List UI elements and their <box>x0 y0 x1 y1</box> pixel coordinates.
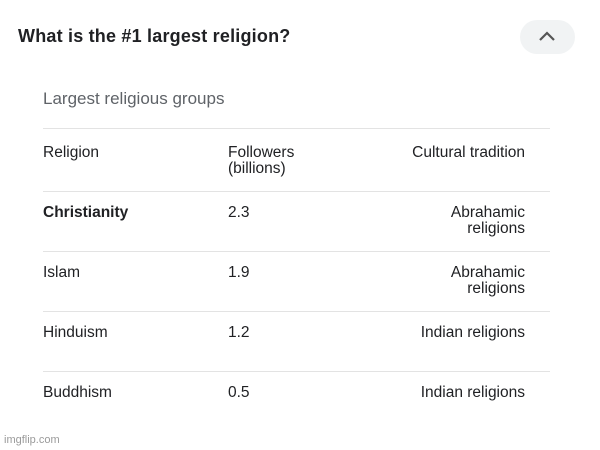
divider <box>43 251 550 252</box>
table-cell: Indian religions <box>420 324 525 341</box>
table-cell: Abrahamic religions <box>450 264 525 297</box>
table-cell: Buddhism <box>43 384 112 401</box>
divider <box>43 311 550 312</box>
panel-title: Largest religious groups <box>43 89 225 108</box>
table-cell: 1.9 <box>228 264 250 281</box>
divider <box>43 128 550 129</box>
table-cell: Islam <box>43 264 81 281</box>
table-cell: Abrahamic religions <box>450 204 525 237</box>
column-header: Followers (billions) <box>228 144 295 177</box>
table-cell: Christianity <box>43 204 129 221</box>
table-cell: 0.5 <box>228 384 250 401</box>
table-cell: 2.3 <box>228 204 250 221</box>
divider <box>43 191 550 192</box>
column-header: Religion <box>43 144 100 161</box>
question: What is the #1 largest religion? <box>18 26 291 46</box>
table-cell: 1.2 <box>228 324 250 341</box>
table-cell: Hinduism <box>43 324 108 341</box>
chevron-up-icon <box>539 31 555 41</box>
watermark: imgflip.com <box>4 434 60 446</box>
table-cell: Indian religions <box>420 384 525 401</box>
collapse-button[interactable] <box>520 20 575 54</box>
divider <box>43 371 550 372</box>
column-header: Cultural tradition <box>412 144 525 161</box>
